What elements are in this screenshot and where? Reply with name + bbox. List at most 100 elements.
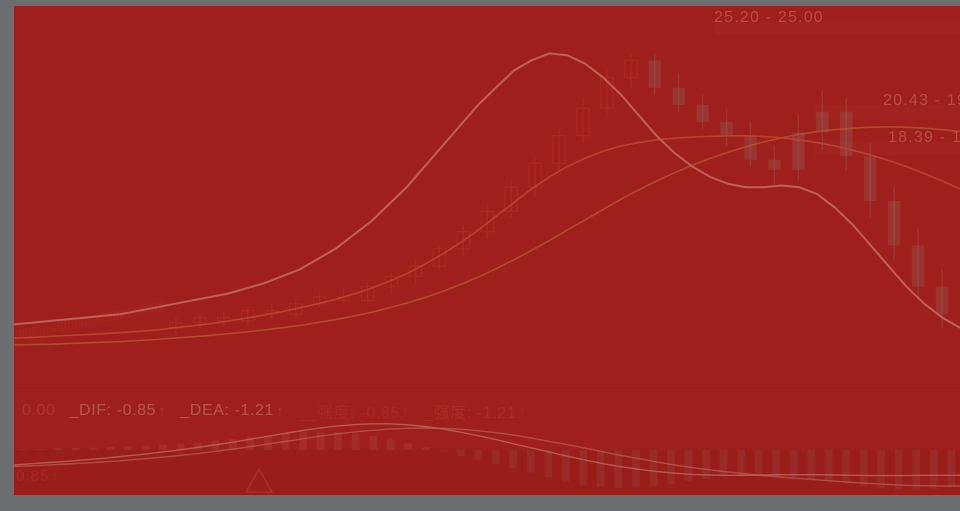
macd-histogram-bar: [194, 442, 202, 450]
candle-body: [816, 111, 829, 133]
candle-body: [935, 286, 949, 315]
macd-dea-line: [14, 427, 960, 487]
price-chart-pane[interactable]: 25.20 - 25.00 20.43 - 19 18.39 - 1: [14, 6, 960, 389]
candle-body: [82, 317, 87, 327]
macd-histogram-bar: [597, 450, 605, 487]
candle-body: [792, 132, 805, 171]
candle-body: [47, 323, 52, 334]
price-tag-low: 18.39 - 1: [888, 129, 960, 146]
macd-histogram-bar: [18, 449, 27, 451]
candle-body: [79, 317, 83, 327]
macd-histogram-bar: [36, 449, 45, 450]
macd-histogram-bar: [929, 450, 938, 489]
price-plot-svg: [14, 52, 960, 346]
candle-body: [33, 326, 38, 336]
candlestick-series: [16, 53, 949, 340]
strength-1-up-arrow-icon: ↑: [401, 402, 411, 420]
macd-histogram-bar: [106, 447, 115, 450]
candle-body: [23, 328, 27, 338]
candle-body: [75, 318, 80, 328]
candle-body: [107, 312, 111, 322]
macd-strength-group-1: __强度: -0.85 ↑: [298, 399, 410, 423]
macd-histogram-bar: [947, 450, 956, 487]
macd-histogram-bar: [474, 450, 483, 460]
bottom-value-number: 0.85: [16, 468, 50, 485]
candle-body: [58, 321, 62, 332]
macd-strength-group-2: _强度: -1.21 ↑: [424, 399, 526, 423]
candle-body: [61, 321, 66, 331]
macd-histogram-bar: [386, 439, 395, 450]
macd-histogram-bar: [456, 450, 465, 456]
candle-body: [720, 122, 733, 136]
chart-canvas[interactable]: 25.20 - 25.00 20.43 - 19 18.39 - 1 0.00: [14, 6, 960, 495]
macd-histogram-bar: [789, 450, 798, 478]
candle-body: [26, 328, 31, 338]
macd-histogram-bar: [859, 450, 868, 487]
macd-dif-label: _DIF: -0.85: [69, 402, 157, 419]
macd-histogram-bar: [894, 450, 903, 490]
price-tag-mid: 20.43 - 19: [883, 92, 960, 109]
macd-histogram-bar: [509, 450, 518, 469]
macd-histogram-bar: [421, 447, 430, 450]
macd-histogram-bar: [667, 450, 675, 484]
macd-strength-label-1: __强度: -0.85: [298, 405, 400, 422]
macd-dif-group: _DIF: -0.85 ↑: [70, 402, 167, 420]
macd-histogram-bar: [544, 450, 553, 478]
macd-histogram-bar: [491, 450, 500, 464]
bottom-value-label: 0.85 ↑: [16, 468, 59, 486]
strength-2-up-arrow-icon: ↑: [518, 402, 527, 420]
macd-histogram-bar: [649, 450, 658, 487]
macd-histogram-bar: [824, 450, 833, 482]
macd-histogram-bar: [877, 450, 885, 489]
candle-body: [911, 245, 925, 287]
macd-histogram-series: [18, 431, 956, 490]
macd-histogram-bar: [404, 443, 412, 450]
macd-legend: 0.00 _DIF: -0.85 ↑ _DEA: -1.21 ↑ __强度: -…: [14, 399, 540, 423]
candle-body: [54, 322, 59, 332]
macd-histogram-bar: [912, 450, 920, 490]
macd-histogram-bar: [141, 445, 150, 450]
candle-body: [51, 323, 55, 333]
candle-body: [19, 329, 24, 339]
macd-histogram-bar: [439, 450, 447, 452]
candle-body: [648, 60, 661, 88]
candle-body: [887, 200, 901, 246]
macd-strength-label-2: _强度: -1.21: [424, 405, 517, 422]
macd-histogram-bar: [526, 450, 535, 473]
macd-zero-label: 0.00: [22, 402, 56, 419]
candle-body: [30, 327, 34, 337]
macd-histogram-bar: [71, 448, 80, 450]
macd-histogram-bar: [159, 444, 167, 450]
macd-dea-label: _DEA: -1.21: [180, 402, 275, 419]
macd-dea-group: _DEA: -1.21 ↑: [180, 402, 284, 420]
macd-histogram-bar: [124, 446, 132, 450]
bottom-up-arrow-icon: ↑: [51, 468, 60, 485]
candle-body: [110, 311, 115, 321]
macd-histogram-bar: [299, 432, 307, 450]
macd-histogram-bar: [737, 450, 745, 476]
macd-zero-label-group: 0.00: [14, 402, 56, 420]
macd-histogram-bar: [316, 431, 325, 450]
macd-histogram-bar: [53, 448, 62, 450]
macd-histogram-bar: [772, 450, 780, 476]
candle-body: [863, 156, 877, 201]
candle-body: [44, 324, 48, 334]
candle-body: [672, 87, 685, 105]
candle-body: [68, 319, 73, 330]
macd-histogram-bar: [579, 450, 588, 485]
candle-body: [72, 319, 76, 329]
macd-histogram-bar: [842, 450, 850, 484]
macd-histogram-bar: [754, 450, 763, 476]
macd-histogram-bar: [89, 447, 97, 450]
candle-body: [744, 135, 757, 160]
candle-body: [768, 159, 781, 171]
macd-histogram-bar: [719, 450, 728, 478]
dea-up-arrow-icon: ↑: [276, 402, 285, 420]
candle-body: [37, 325, 41, 336]
candle-body: [696, 104, 709, 123]
candle-body: [65, 320, 69, 330]
macd-histogram-bar: [369, 436, 377, 450]
price-tag-high: 25.20 - 25.00: [714, 9, 824, 26]
macd-histogram-bar: [351, 433, 360, 450]
